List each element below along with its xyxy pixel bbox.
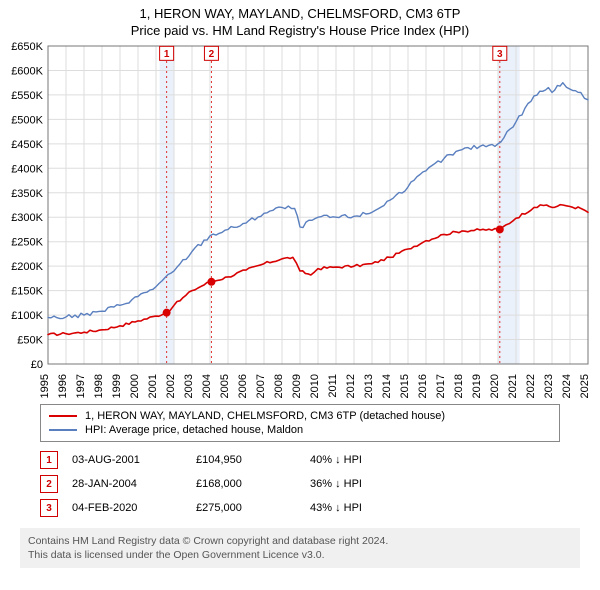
svg-text:2015: 2015 [399,374,411,398]
sale-row: 2 28-JAN-2004 £168,000 36% ↓ HPI [40,472,560,496]
svg-text:2009: 2009 [291,374,303,398]
svg-text:2004: 2004 [201,374,213,398]
sale-marker: 3 [40,499,58,517]
footer-note: Contains HM Land Registry data © Crown c… [20,528,580,568]
sale-date: 04-FEB-2020 [72,502,182,514]
svg-text:2: 2 [209,49,215,60]
svg-text:1: 1 [164,49,170,60]
footer-line-1: Contains HM Land Registry data © Crown c… [28,534,572,548]
sale-price: £104,950 [196,454,296,466]
svg-text:1998: 1998 [93,374,105,398]
sale-price: £168,000 [196,478,296,490]
sale-marker: 1 [40,451,58,469]
legend: 1, HERON WAY, MAYLAND, CHELMSFORD, CM3 6… [40,404,560,442]
svg-text:2021: 2021 [507,374,519,398]
chart: £0 £50K £100K £150K £200K £250K £300K £350K £400… [0,40,600,400]
sale-diff: 40% ↓ HPI [310,454,560,466]
svg-text:2024: 2024 [561,374,573,398]
svg-text:2010: 2010 [309,374,321,398]
svg-text:2016: 2016 [417,374,429,398]
svg-text:2020: 2020 [489,374,501,398]
svg-text:2002: 2002 [165,374,177,398]
footer-line-2: This data is licensed under the Open Gov… [28,548,572,562]
page: 1, HERON WAY, MAYLAND, CHELMSFORD, CM3 6… [0,0,600,568]
svg-text:£0: £0 [31,359,43,371]
svg-text:2008: 2008 [273,374,285,398]
chart-titles: 1, HERON WAY, MAYLAND, CHELMSFORD, CM3 6… [0,0,600,40]
svg-text:1999: 1999 [111,374,123,398]
legend-swatch [49,429,77,431]
svg-text:£250K: £250K [11,237,43,249]
svg-text:£550K: £550K [11,90,43,102]
svg-text:£150K: £150K [11,286,43,298]
sale-marker: 2 [40,475,58,493]
legend-label: 1, HERON WAY, MAYLAND, CHELMSFORD, CM3 6… [85,410,445,422]
svg-text:2007: 2007 [255,374,267,398]
svg-text:2006: 2006 [237,374,249,398]
svg-text:£350K: £350K [11,188,43,200]
svg-text:£400K: £400K [11,163,43,175]
svg-text:£50K: £50K [17,335,43,347]
svg-text:1996: 1996 [57,374,69,398]
svg-text:2017: 2017 [435,374,447,398]
svg-text:2012: 2012 [345,374,357,398]
svg-text:1995: 1995 [39,374,51,398]
legend-item: HPI: Average price, detached house, Mald… [49,423,551,437]
legend-swatch [49,415,77,417]
svg-text:2022: 2022 [525,374,537,398]
svg-text:2014: 2014 [381,374,393,398]
legend-label: HPI: Average price, detached house, Mald… [85,424,303,436]
svg-text:2003: 2003 [183,374,195,398]
sale-date: 03-AUG-2001 [72,454,182,466]
svg-text:£100K: £100K [11,310,43,322]
svg-text:2005: 2005 [219,374,231,398]
title-line-1: 1, HERON WAY, MAYLAND, CHELMSFORD, CM3 6… [10,6,590,21]
sale-price: £275,000 [196,502,296,514]
sale-diff: 36% ↓ HPI [310,478,560,490]
sales-table: 1 03-AUG-2001 £104,950 40% ↓ HPI 2 28-JAN-200… [40,448,560,520]
svg-text:£650K: £650K [11,41,43,53]
svg-text:£200K: £200K [11,261,43,273]
svg-text:2023: 2023 [543,374,555,398]
svg-text:2018: 2018 [453,374,465,398]
svg-text:1997: 1997 [75,374,87,398]
sale-diff: 43% ↓ HPI [310,502,560,514]
svg-text:£600K: £600K [11,65,43,77]
legend-item: 1, HERON WAY, MAYLAND, CHELMSFORD, CM3 6… [49,409,551,423]
svg-text:£500K: £500K [11,114,43,126]
svg-text:2025: 2025 [579,374,591,398]
sale-row: 1 03-AUG-2001 £104,950 40% ↓ HPI [40,448,560,472]
sale-row: 3 04-FEB-2020 £275,000 43% ↓ HPI [40,496,560,520]
svg-text:2001: 2001 [147,374,159,398]
svg-text:£300K: £300K [11,212,43,224]
chart-svg: £0 £50K £100K £150K £200K £250K £300K £350K £400… [0,40,600,400]
svg-text:2000: 2000 [129,374,141,398]
svg-text:2013: 2013 [363,374,375,398]
svg-text:2019: 2019 [471,374,483,398]
title-line-2: Price paid vs. HM Land Registry's House … [10,23,590,38]
svg-text:£450K: £450K [11,139,43,151]
sale-date: 28-JAN-2004 [72,478,182,490]
svg-text:3: 3 [497,49,503,60]
svg-text:2011: 2011 [327,374,339,398]
